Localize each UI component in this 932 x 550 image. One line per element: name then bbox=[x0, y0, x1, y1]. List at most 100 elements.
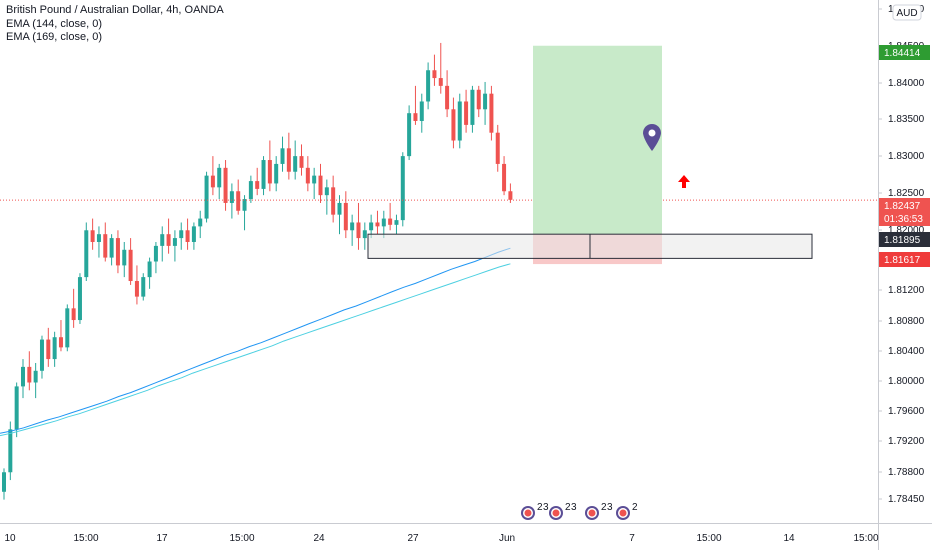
candle-body bbox=[451, 109, 456, 141]
candle-body bbox=[27, 366, 32, 383]
y-tick-label: 1.79600 bbox=[888, 406, 925, 417]
candle-body bbox=[369, 222, 374, 231]
y-tick-label: 1.81200 bbox=[888, 285, 925, 296]
event-count-sup: 3 bbox=[571, 502, 577, 513]
candle-body bbox=[267, 160, 272, 184]
candles-group bbox=[2, 42, 513, 500]
y-tick-label: 1.80400 bbox=[888, 346, 925, 357]
candle-body bbox=[33, 370, 38, 383]
candle-body bbox=[39, 339, 44, 371]
event-flag-core bbox=[588, 509, 596, 517]
candle-body bbox=[71, 308, 76, 321]
candle-body bbox=[179, 230, 184, 239]
candle-body bbox=[20, 366, 25, 387]
candle-body bbox=[495, 132, 500, 164]
y-tick-label: 1.79200 bbox=[888, 436, 925, 447]
y-tick-label: 1.84000 bbox=[888, 78, 925, 89]
chart-legend: British Pound / Australian Dollar, 4h, O… bbox=[6, 4, 224, 45]
candle-body bbox=[84, 230, 89, 278]
candle-body bbox=[508, 191, 513, 200]
candle-body bbox=[483, 93, 488, 110]
candle-body bbox=[286, 148, 291, 172]
candle-body bbox=[476, 89, 481, 110]
candle-body bbox=[312, 175, 317, 184]
price-tag bbox=[879, 198, 930, 226]
y-tick-label: 1.80800 bbox=[888, 316, 925, 327]
candle-body bbox=[58, 337, 63, 348]
target-zone bbox=[533, 45, 662, 235]
price-tag bbox=[879, 252, 930, 267]
candle-body bbox=[388, 218, 393, 225]
legend-ema-144: EMA (144, close, 0) bbox=[6, 17, 102, 30]
candle-body bbox=[122, 249, 127, 266]
y-tick-label: 1.78450 bbox=[888, 494, 925, 505]
candle-body bbox=[217, 167, 222, 188]
candle-body bbox=[134, 281, 139, 297]
x-tick-label: 7 bbox=[629, 533, 635, 544]
x-tick-label: 15:00 bbox=[696, 533, 721, 544]
legend-title: British Pound / Australian Dollar, 4h, O… bbox=[6, 4, 224, 16]
candle-body bbox=[274, 163, 279, 184]
candle-body bbox=[52, 337, 57, 360]
x-tick-label: 14 bbox=[783, 533, 795, 544]
candle-body bbox=[375, 222, 380, 227]
candle-body bbox=[350, 222, 355, 231]
map-marker-dot bbox=[648, 129, 656, 137]
y-tick-label: 1.83000 bbox=[888, 151, 925, 162]
price-tag-value: 1.82437 bbox=[884, 201, 921, 212]
event-flag-core bbox=[552, 509, 560, 517]
candle-body bbox=[318, 175, 323, 196]
candle-body bbox=[248, 181, 253, 200]
candle-body bbox=[141, 277, 146, 297]
ema-144-line bbox=[0, 247, 511, 434]
candle-body bbox=[223, 167, 228, 203]
candle-body bbox=[115, 238, 120, 266]
candle-body bbox=[77, 277, 82, 321]
candle-body bbox=[438, 78, 443, 86]
y-tick-label: 1.78800 bbox=[888, 467, 925, 478]
event-count-label: 2 bbox=[601, 502, 607, 513]
candle-body bbox=[343, 202, 348, 231]
candle-body bbox=[356, 222, 361, 239]
x-tick-label: 15:00 bbox=[73, 533, 98, 544]
event-flag-core bbox=[524, 509, 532, 517]
event-count-sup: 3 bbox=[543, 502, 549, 513]
price-tag-value: 1.81895 bbox=[884, 235, 921, 246]
candle-body bbox=[457, 101, 462, 141]
candle-body bbox=[103, 234, 108, 258]
candle-body bbox=[426, 70, 431, 102]
event-count-label: 2 bbox=[632, 502, 638, 513]
candle-body bbox=[432, 70, 437, 79]
price-axis-panel bbox=[878, 0, 932, 550]
x-tick-label: 17 bbox=[156, 533, 168, 544]
event-count-sup: 3 bbox=[607, 502, 613, 513]
currency-badge bbox=[892, 4, 922, 21]
candle-body bbox=[394, 220, 399, 225]
candle-body bbox=[2, 472, 6, 492]
price-tag-value: 1.84414 bbox=[884, 48, 921, 59]
x-tick-label: 27 bbox=[407, 533, 419, 544]
candle-body bbox=[242, 199, 247, 211]
candle-body bbox=[337, 202, 342, 215]
up-arrow-icon bbox=[678, 175, 690, 188]
x-tick-label: Jun bbox=[499, 533, 515, 544]
candle-body bbox=[147, 261, 152, 278]
candle-body bbox=[14, 386, 19, 430]
candle-body bbox=[191, 226, 196, 242]
price-tag-countdown: 01:36:53 bbox=[884, 214, 923, 225]
candle-body bbox=[255, 181, 260, 189]
y-tick-label: 1.83500 bbox=[888, 114, 925, 125]
y-tick-label: 1.82500 bbox=[888, 188, 925, 199]
candle-body bbox=[413, 113, 418, 121]
candle-body bbox=[229, 191, 234, 203]
x-tick-label: 15:00 bbox=[229, 533, 254, 544]
candle-body bbox=[502, 163, 507, 192]
y-tick-label: 1.80000 bbox=[888, 376, 925, 387]
candle-body bbox=[299, 156, 304, 168]
candle-body bbox=[172, 238, 177, 246]
candle-body bbox=[280, 148, 285, 164]
candle-body bbox=[96, 234, 101, 242]
candle-body bbox=[109, 238, 114, 258]
